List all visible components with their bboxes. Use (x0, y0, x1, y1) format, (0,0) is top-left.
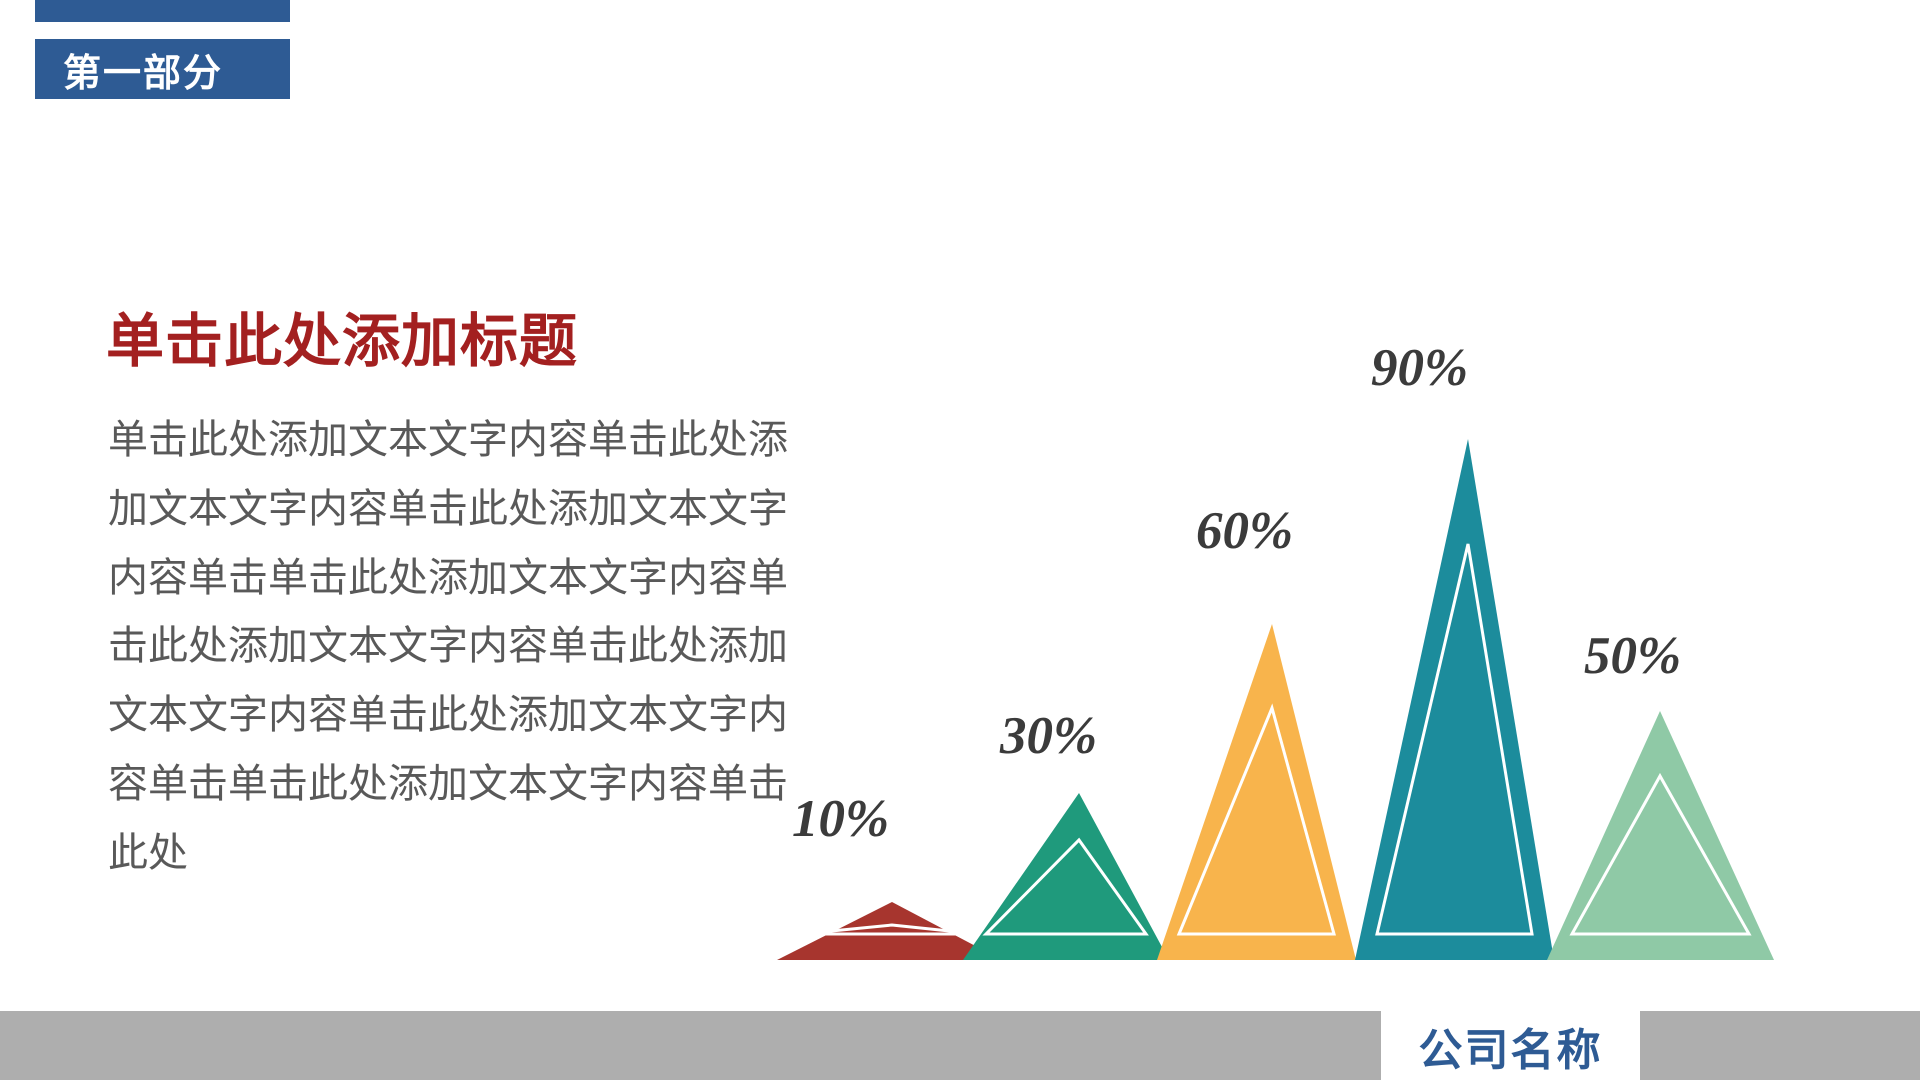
svg-text:30%: 30% (999, 707, 1097, 765)
svg-text:90%: 90% (1371, 339, 1468, 397)
svg-text:10%: 10% (792, 790, 889, 848)
svg-text:50%: 50% (1584, 627, 1681, 685)
svg-text:60%: 60% (1196, 502, 1293, 560)
